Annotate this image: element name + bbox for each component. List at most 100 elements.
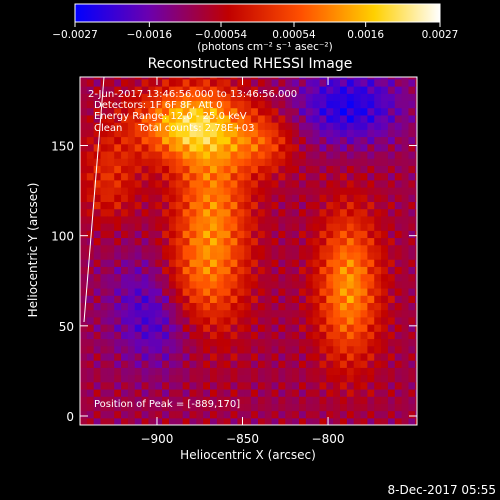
heatmap-cell <box>319 86 327 94</box>
heatmap-cell <box>298 324 307 332</box>
heatmap-cell <box>127 143 136 152</box>
heatmap-cell <box>381 302 389 311</box>
heatmap-cell <box>319 338 327 347</box>
heatmap-cell <box>216 345 225 354</box>
heatmap-cell <box>223 273 232 282</box>
heatmap-cell <box>264 194 273 203</box>
heatmap-cell <box>182 230 191 239</box>
heatmap-cell <box>134 223 143 231</box>
heatmap-cell <box>367 309 375 318</box>
heatmap-cell <box>340 295 348 303</box>
heatmap-cell <box>107 367 115 376</box>
heatmap-cell <box>196 208 204 217</box>
heatmap-cell <box>408 165 416 174</box>
heatmap-cell <box>394 93 403 102</box>
heatmap-cell <box>155 223 163 231</box>
heatmap-cell <box>394 417 403 425</box>
heatmap-cell <box>237 403 245 412</box>
heatmap-cell <box>80 345 88 354</box>
heatmap-cell <box>292 201 300 210</box>
heatmap-cell <box>107 93 115 102</box>
heatmap-cell <box>312 158 321 166</box>
heatmap-cell <box>86 86 95 94</box>
heatmap-cell <box>216 338 225 347</box>
heatmap-cell <box>107 352 115 361</box>
heatmap-cell <box>114 295 122 303</box>
heatmap-cell <box>374 388 382 397</box>
heatmap-cell <box>285 223 293 231</box>
heatmap-cell <box>271 417 280 425</box>
heatmap-cell <box>223 309 232 318</box>
heatmap-cell <box>319 367 327 376</box>
heatmap-cell <box>107 122 115 130</box>
heatmap-cell <box>189 194 197 203</box>
heatmap-cell <box>175 223 184 231</box>
heatmap-cell <box>210 259 218 267</box>
heatmap-cell <box>210 78 218 87</box>
heatmap-cell <box>257 259 266 267</box>
heatmap-cell <box>155 302 163 311</box>
heatmap-cell <box>257 215 266 224</box>
annotation-method: Clean Total counts: 2.78E+03 <box>94 123 254 134</box>
heatmap-cell <box>121 345 129 354</box>
heatmap-cell <box>394 208 403 217</box>
heatmap-cell <box>285 93 293 102</box>
heatmap-cell <box>210 352 218 361</box>
heatmap-cell <box>346 287 355 296</box>
heatmap-cell <box>292 251 300 260</box>
heatmap-cell <box>381 237 389 246</box>
heatmap-cell <box>340 114 348 123</box>
heatmap-cell <box>244 165 252 174</box>
heatmap-cell <box>244 280 252 289</box>
heatmap-cell <box>326 129 334 138</box>
heatmap-cell <box>257 396 266 404</box>
heatmap-cell <box>264 352 273 361</box>
heatmap-cell <box>86 208 95 217</box>
heatmap-cell <box>319 179 327 188</box>
heatmap-cell <box>305 158 314 166</box>
heatmap-cell <box>175 410 184 419</box>
heatmap-cell <box>168 186 177 195</box>
heatmap-cell <box>121 93 129 102</box>
heatmap-cell <box>175 287 184 296</box>
heatmap-cell <box>367 122 375 130</box>
heatmap-cell <box>305 172 314 181</box>
heatmap-cell <box>305 86 314 94</box>
heatmap-cell <box>401 302 410 311</box>
heatmap-cell <box>251 309 259 318</box>
heatmap-cell <box>374 165 382 174</box>
heatmap-cell <box>121 100 129 109</box>
heatmap-cell <box>381 287 389 296</box>
heatmap-cell <box>401 215 410 224</box>
heatmap-cell <box>333 266 341 275</box>
heatmap-cell <box>155 208 163 217</box>
heatmap-cell <box>155 345 163 354</box>
heatmap-cell <box>333 331 341 340</box>
heatmap-cell <box>162 287 170 296</box>
heatmap-cell <box>175 259 184 267</box>
heatmap-cell <box>80 244 88 253</box>
heatmap-cell <box>175 136 184 145</box>
heatmap-cell <box>196 367 204 376</box>
heatmap-cell <box>367 93 375 102</box>
heatmap-cell <box>237 273 245 282</box>
heatmap-cell <box>223 122 232 130</box>
heatmap-cell <box>346 100 355 109</box>
heatmap-cell <box>148 324 156 332</box>
heatmap-cell <box>374 331 382 340</box>
heatmap-cell <box>107 396 115 404</box>
heatmap-cell <box>305 324 314 332</box>
heatmap-cell <box>319 78 327 87</box>
heatmap-cell <box>230 316 238 325</box>
heatmap-cell <box>264 114 273 123</box>
heatmap-cell <box>86 309 95 318</box>
heatmap-cell <box>353 136 362 145</box>
heatmap-cell <box>114 201 122 210</box>
heatmap-cell <box>387 237 396 246</box>
heatmap-cell <box>223 93 232 102</box>
heatmap-cell <box>196 129 204 138</box>
heatmap-cell <box>305 273 314 282</box>
heatmap-cell <box>244 345 252 354</box>
heatmap-cell <box>305 165 314 174</box>
heatmap-cell <box>244 331 252 340</box>
